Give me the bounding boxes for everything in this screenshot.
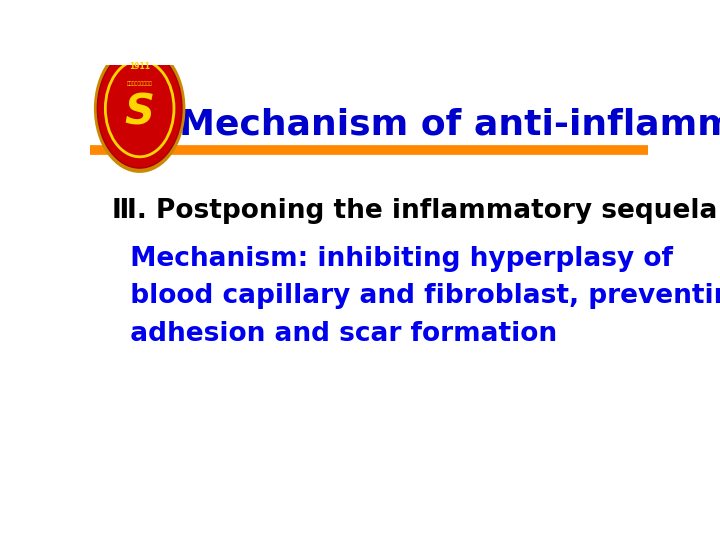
Ellipse shape — [94, 44, 186, 173]
Text: Ⅲ. Postponing the inflammatory sequela: Ⅲ. Postponing the inflammatory sequela — [112, 198, 718, 224]
Text: adhesion and scar formation: adhesion and scar formation — [112, 321, 557, 347]
Text: Mechanism: inhibiting hyperplasy of: Mechanism: inhibiting hyperplasy of — [112, 246, 673, 272]
Ellipse shape — [97, 49, 182, 168]
Text: S: S — [125, 92, 155, 133]
Text: blood capillary and fibroblast, preventing: blood capillary and fibroblast, preventi… — [112, 283, 720, 309]
Text: Mechanism of anti-inflammatory action: Mechanism of anti-inflammatory action — [179, 108, 720, 142]
Text: 1911: 1911 — [129, 62, 150, 71]
Text: 山东大学齐鲁医学院: 山东大学齐鲁医学院 — [127, 82, 153, 86]
